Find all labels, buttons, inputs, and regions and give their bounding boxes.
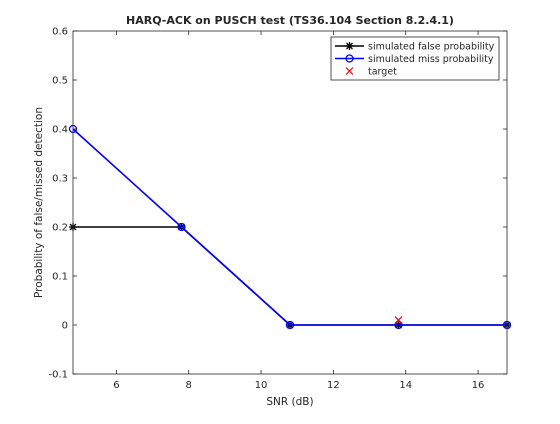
marker-stroke xyxy=(345,67,354,75)
y-tick-label: 0 xyxy=(62,321,68,332)
data-point xyxy=(394,316,403,325)
x-tick-label: 14 xyxy=(399,380,412,391)
x-tick-label: 10 xyxy=(255,380,268,391)
legend-swatch-marker xyxy=(345,54,354,63)
x-tick-label: 8 xyxy=(186,380,192,391)
marker-stroke xyxy=(394,316,403,325)
legend-swatch-marker xyxy=(345,42,354,50)
x-tick-label: 12 xyxy=(327,380,340,391)
legend-swatch-marker xyxy=(345,67,354,75)
y-axis-label: Probability of false/missed detection xyxy=(33,107,45,298)
marker-circle xyxy=(345,54,354,63)
y-tick-label: 0.3 xyxy=(52,174,68,185)
y-tick-label: 0.2 xyxy=(52,223,68,234)
plot-area-background xyxy=(73,31,507,374)
chart-title: HARQ-ACK on PUSCH test (TS36.104 Section… xyxy=(126,14,454,27)
legend-item-0: simulated false probability xyxy=(335,42,495,53)
marker-circle xyxy=(394,320,403,330)
marker-circle xyxy=(285,320,295,330)
y-tick-label: 0.1 xyxy=(52,272,68,283)
axes-layer: 6 8 10 12 14 16 -0.1 0 0.1 0.2 0.3 0.4 0.5 0.6 xyxy=(48,27,508,391)
legend-item-2: target xyxy=(345,67,397,78)
axes-box xyxy=(72,30,508,375)
y-tick-label: -0.1 xyxy=(48,370,68,381)
series-line xyxy=(72,128,507,326)
x-axis-label: SNR (dB) xyxy=(266,396,313,408)
legend-label: target xyxy=(368,67,397,78)
series-2 xyxy=(394,316,403,325)
marker-circle xyxy=(177,222,186,232)
legend-label: simulated false probability xyxy=(368,42,495,53)
legend-item-1: simulated miss probability xyxy=(335,54,494,65)
data-point xyxy=(394,320,403,330)
x-tick-label: 16 xyxy=(472,380,485,391)
x-tick-label: 6 xyxy=(113,380,119,391)
data-point xyxy=(285,320,295,330)
data-point xyxy=(177,222,186,232)
legend-label: simulated miss probability xyxy=(368,54,494,65)
marker-stroke xyxy=(346,42,353,50)
y-tick-label: 0.5 xyxy=(52,76,68,87)
y-tick-label: 0.4 xyxy=(52,125,68,136)
y-tick-label: 0.6 xyxy=(52,27,68,38)
